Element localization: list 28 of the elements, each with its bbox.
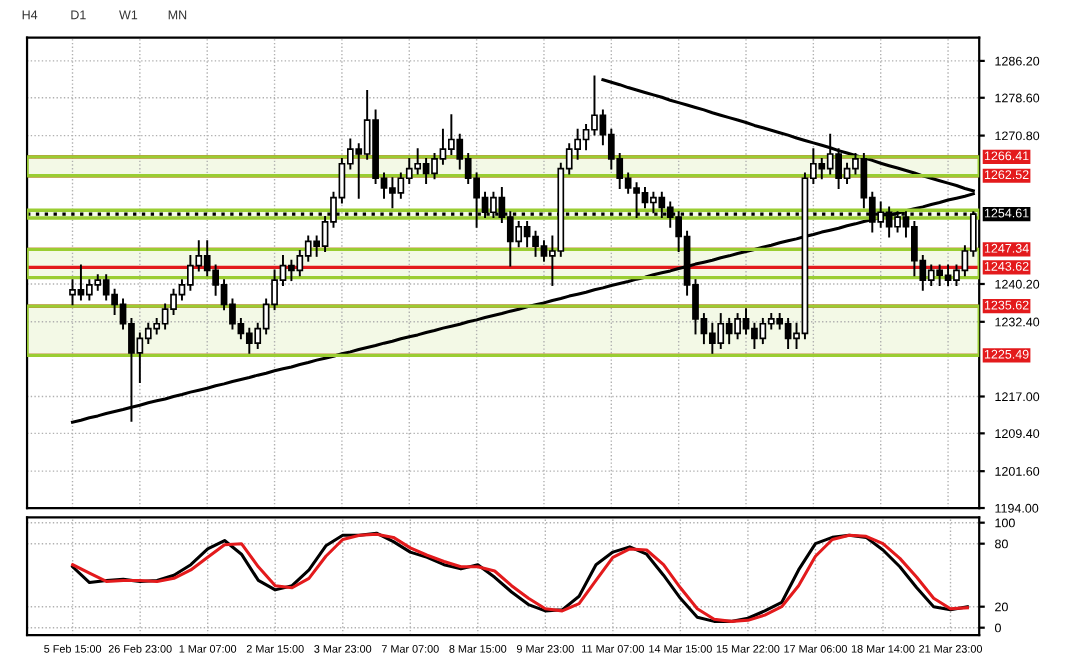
candlestick (734, 313, 741, 340)
candlestick (515, 220, 523, 248)
candlestick (102, 274, 110, 301)
candlestick (389, 177, 396, 209)
candlestick (759, 317, 767, 345)
candlestick (245, 327, 253, 354)
candlestick (69, 279, 76, 306)
candlestick (944, 264, 952, 286)
candlestick (447, 114, 455, 155)
candlestick (288, 259, 295, 282)
candlestick (936, 264, 944, 286)
candlestick (927, 264, 935, 286)
candlestick (826, 133, 834, 175)
candlestick (187, 254, 194, 291)
candlestick (911, 220, 918, 277)
candlestick (431, 153, 438, 180)
candlestick (708, 322, 716, 354)
candlestick (725, 317, 733, 345)
candlestick (532, 230, 539, 257)
candlestick (540, 240, 548, 262)
candlestick (85, 279, 93, 301)
candlestick (414, 148, 422, 175)
candlestick (784, 317, 792, 349)
candlestick (818, 157, 826, 180)
candlestick (397, 172, 405, 199)
candlestick (591, 75, 598, 136)
candlestick (717, 313, 725, 349)
candlestick (751, 322, 758, 349)
